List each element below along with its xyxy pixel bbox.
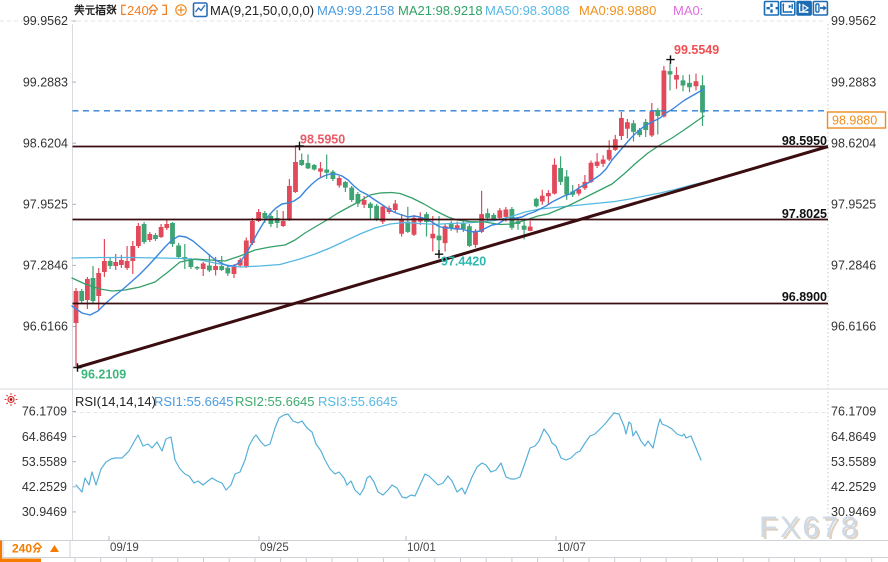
svg-text:RSI(14,14,14): RSI(14,14,14) <box>75 394 156 409</box>
svg-text:97.9525: 97.9525 <box>23 198 68 212</box>
svg-text:240: 240 <box>127 3 149 18</box>
svg-text:97.9525: 97.9525 <box>831 198 876 212</box>
svg-text:53.5589: 53.5589 <box>22 455 67 469</box>
svg-text:09/25: 09/25 <box>260 542 289 554</box>
svg-text:64.8649: 64.8649 <box>831 430 876 444</box>
svg-text:30.9469: 30.9469 <box>22 505 67 519</box>
svg-text:76.1709: 76.1709 <box>831 405 876 419</box>
svg-text:96.2109: 96.2109 <box>81 368 126 382</box>
svg-text:MA50:98.3088: MA50:98.3088 <box>485 3 570 18</box>
svg-text:98.6204: 98.6204 <box>23 136 68 150</box>
svg-text:MA9:99.2158: MA9:99.2158 <box>317 3 394 18</box>
svg-text:97.2846: 97.2846 <box>23 259 68 273</box>
svg-text:10/07: 10/07 <box>557 542 586 554</box>
svg-text:30.9469: 30.9469 <box>831 505 876 519</box>
svg-text:53.5589: 53.5589 <box>831 455 876 469</box>
svg-text:99.2883: 99.2883 <box>831 75 876 89</box>
svg-text:99.5549: 99.5549 <box>674 43 719 57</box>
svg-text:MA(9,21,50,0,0,0): MA(9,21,50,0,0,0) <box>210 3 314 18</box>
svg-text:MA21:98.9218: MA21:98.9218 <box>398 3 483 18</box>
svg-text:64.8649: 64.8649 <box>22 430 67 444</box>
svg-text:76.1709: 76.1709 <box>22 405 67 419</box>
svg-text:MA0:98.9880: MA0:98.9880 <box>579 3 656 18</box>
svg-text:98.9880: 98.9880 <box>832 114 877 128</box>
svg-text:MA0:: MA0: <box>673 3 703 18</box>
svg-text:10/01: 10/01 <box>407 542 436 554</box>
svg-text:99.9562: 99.9562 <box>23 14 68 28</box>
svg-text:FX678: FX678 <box>759 511 860 544</box>
svg-text:RSI1:55.6645: RSI1:55.6645 <box>154 394 234 409</box>
svg-text:97.8025: 97.8025 <box>782 207 827 221</box>
svg-text:96.6166: 96.6166 <box>23 320 68 334</box>
svg-text:98.5950: 98.5950 <box>782 134 827 148</box>
svg-text:98.5950: 98.5950 <box>300 133 345 147</box>
svg-text:96.6166: 96.6166 <box>831 320 876 334</box>
svg-text:97.2846: 97.2846 <box>831 259 876 273</box>
svg-text:97.4420: 97.4420 <box>441 255 486 269</box>
svg-text:96.8900: 96.8900 <box>782 290 827 304</box>
svg-text:240: 240 <box>12 542 32 556</box>
svg-text:99.2883: 99.2883 <box>23 75 68 89</box>
svg-text:RSI2:55.6645: RSI2:55.6645 <box>235 394 315 409</box>
svg-text:99.9562: 99.9562 <box>831 14 876 28</box>
svg-text:98.6204: 98.6204 <box>831 136 876 150</box>
svg-text:RSI3:55.6645: RSI3:55.6645 <box>318 394 398 409</box>
svg-text:09/19: 09/19 <box>110 542 139 554</box>
svg-text:42.2529: 42.2529 <box>22 480 67 494</box>
svg-text:42.2529: 42.2529 <box>831 480 876 494</box>
